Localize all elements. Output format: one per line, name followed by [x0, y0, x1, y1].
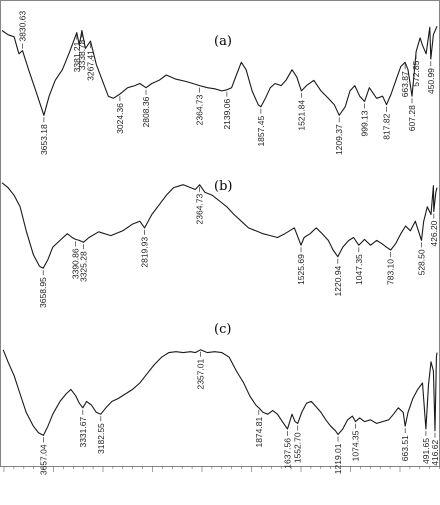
- peak-label: 3325.28: [79, 251, 89, 282]
- peak-label: 1552.70: [293, 432, 303, 463]
- peak-label: 3657.04: [38, 444, 48, 475]
- peak-label: 1521.84: [296, 100, 306, 131]
- spectrum-line: [1, 25, 438, 116]
- spectrum-line: [1, 182, 438, 269]
- peak-label: 2808.36: [141, 96, 151, 127]
- panel-label: (c): [214, 322, 231, 337]
- peak-label: 491.65: [421, 438, 431, 464]
- peak-label: 2819.93: [140, 237, 150, 268]
- peak-label: 3024.36: [115, 103, 125, 134]
- peak-label: 3653.18: [39, 124, 49, 155]
- peak-label: 1857.45: [256, 116, 266, 147]
- peak-label: 3381.21: [72, 41, 82, 72]
- peak-label: 416.62: [430, 440, 440, 466]
- peak-label: 1874.81: [254, 417, 264, 448]
- peak-label: 3390.86: [71, 248, 81, 279]
- peak-label: 1220.94: [333, 265, 343, 296]
- peak-label: 1219.01: [333, 443, 343, 474]
- peak-label: 607.28: [407, 105, 417, 131]
- peak-label: 3331.67: [78, 417, 88, 448]
- figure-frame: [0, 0, 440, 467]
- peak-label: 817.82: [382, 113, 392, 139]
- peak-label: 783.10: [386, 259, 396, 285]
- peak-label: 2364.73: [195, 193, 205, 224]
- peak-label: 1074.35: [351, 430, 361, 461]
- peak-label: 426.20: [429, 220, 439, 246]
- peak-label: 1209.37: [334, 124, 344, 155]
- peak-label: 3658.95: [38, 277, 48, 308]
- peak-label: 528.50: [417, 249, 427, 275]
- peak-label: 999.13: [360, 110, 370, 136]
- peak-label: 1637.56: [283, 438, 293, 469]
- peak-label: 3830.63: [18, 11, 28, 42]
- peak-label: 663.87: [400, 71, 410, 97]
- peak-label: 2364.73: [195, 94, 205, 125]
- peak-label: 1525.69: [296, 254, 306, 285]
- panel-label: (b): [214, 179, 232, 194]
- peak-label: 1047.35: [354, 254, 364, 285]
- peak-label: 3267.41: [86, 50, 96, 81]
- peak-label: 3182.55: [96, 423, 106, 454]
- peak-label: 450.99: [426, 68, 436, 94]
- peak-label: 2357.01: [196, 359, 206, 390]
- peak-label: 572.85: [411, 60, 421, 86]
- peak-label: 2139.06: [222, 99, 232, 130]
- peak-label: 3338.78: [77, 39, 87, 70]
- panel-label: (a): [214, 34, 232, 49]
- spectrum-line: [2, 349, 438, 436]
- spectrum-panel: (c) 3657.04 3331.67 3182.55 2357.01 1874.81 16…: [2, 322, 440, 475]
- peak-label: 663.51: [400, 435, 410, 461]
